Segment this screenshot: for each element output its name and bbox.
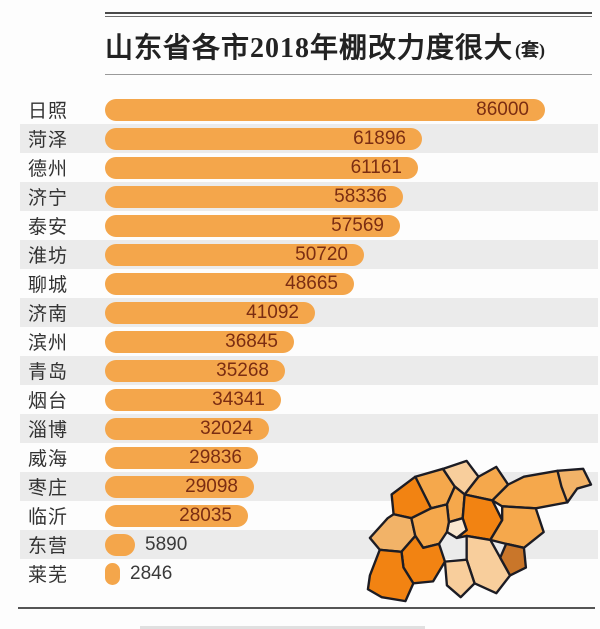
title-underline (105, 74, 592, 75)
chart-row: 泰安 57569 (20, 211, 598, 240)
bar-track: 58336 (105, 185, 598, 208)
value-bar: 35268 (105, 359, 285, 382)
bar-value: 86000 (476, 98, 529, 120)
chart-title-unit: (套) (515, 40, 545, 60)
bar-track: 29098 (105, 475, 598, 498)
map-district (443, 558, 476, 599)
value-bar: 48665 (105, 272, 354, 295)
top-double-rule-thin (105, 16, 592, 17)
value-bar: 41092 (105, 301, 315, 324)
bar-value: 57569 (331, 214, 384, 236)
chart-row: 菏泽 61896 (20, 124, 598, 153)
bar-value: 34341 (212, 388, 265, 410)
chart-row: 济宁 58336 (20, 182, 598, 211)
chart-row: 聊城 48665 (20, 269, 598, 298)
city-label: 临沂 (28, 507, 69, 528)
bar-value: 41092 (246, 301, 299, 323)
value-bar: 58336 (105, 185, 403, 208)
bottom-rule (18, 607, 595, 609)
chart-row: 威海 29836 (20, 443, 598, 472)
city-label: 枣庄 (28, 478, 69, 499)
bar-track: 61161 (105, 156, 598, 179)
map-district (556, 467, 593, 504)
city-label: 淮坊 (28, 246, 69, 267)
chart-row: 济南 41092 (20, 298, 598, 327)
chart-row: 莱芜 2846 (20, 559, 598, 588)
value-bar: 29098 (105, 475, 254, 498)
city-label: 聊城 (28, 275, 69, 296)
city-label: 滨州 (28, 333, 69, 354)
chart-row: 淮坊 50720 (20, 240, 598, 269)
city-label: 青岛 (28, 362, 69, 383)
bar-value: 35268 (216, 359, 269, 381)
value-bar: 57569 (105, 214, 400, 237)
bar-track: 86000 (105, 98, 598, 121)
value-bar: 32024 (105, 417, 269, 440)
bar-value: 58336 (334, 185, 387, 207)
chart-row: 青岛 35268 (20, 356, 598, 385)
chart-row: 德州 61161 (20, 153, 598, 182)
bar-value: 36845 (225, 330, 278, 352)
map-district (499, 542, 528, 577)
city-label: 济南 (28, 304, 69, 325)
bar-value: 28035 (179, 504, 232, 526)
bar-value: 48665 (285, 272, 338, 294)
city-label: 威海 (28, 449, 69, 470)
bar-track: 35268 (105, 359, 598, 382)
map-district (366, 548, 415, 603)
bar-track: 32024 (105, 417, 598, 440)
bar-track: 48665 (105, 272, 598, 295)
chart-row: 滨州 36845 (20, 327, 598, 356)
bar-track: 57569 (105, 214, 598, 237)
shandong-province-map (362, 458, 595, 608)
value-bar: 28035 (105, 504, 248, 527)
bar-track: 61896 (105, 127, 598, 150)
chart-row: 临沂 28035 (20, 501, 598, 530)
bar-chart: 日照 86000 菏泽 61896 德州 61161 济宁 58336 泰安 57569 淮坊 507… (20, 95, 598, 588)
bar-track: 5890 (105, 533, 598, 556)
bar-value: 61896 (353, 127, 406, 149)
bar-value: 29098 (185, 475, 238, 497)
chart-row: 日照 86000 (20, 95, 598, 124)
value-bar: 61161 (105, 156, 418, 179)
value-bar (105, 533, 135, 556)
bar-value: 2846 (130, 562, 173, 584)
bar-value: 50720 (295, 243, 348, 265)
bar-track: 2846 (105, 562, 598, 585)
value-bar: 61896 (105, 127, 422, 150)
value-bar: 34341 (105, 388, 281, 411)
value-bar: 86000 (105, 98, 545, 121)
chart-title: 山东省各市2018年棚改力度很大 (套) (60, 26, 590, 66)
bar-track: 28035 (105, 504, 598, 527)
city-label: 淄博 (28, 420, 69, 441)
city-label: 泰安 (28, 217, 69, 238)
city-label: 德州 (28, 159, 69, 180)
bar-value: 29836 (189, 446, 242, 468)
city-label: 烟台 (28, 391, 69, 412)
value-bar: 36845 (105, 330, 294, 353)
value-bar: 29836 (105, 446, 258, 469)
city-label: 菏泽 (28, 130, 69, 151)
bar-value: 5890 (145, 533, 188, 555)
chart-title-text: 山东省各市2018年棚改力度很大 (104, 33, 513, 64)
bottom-crop-artifact (140, 626, 425, 629)
value-bar (105, 562, 120, 585)
bar-track: 36845 (105, 330, 598, 353)
bar-track: 41092 (105, 301, 598, 324)
city-label: 东营 (28, 536, 69, 557)
bar-value: 32024 (200, 417, 253, 439)
bar-track: 50720 (105, 243, 598, 266)
bar-track: 34341 (105, 388, 598, 411)
city-label: 莱芜 (28, 565, 69, 586)
chart-row: 烟台 34341 (20, 385, 598, 414)
bar-value: 61161 (350, 156, 402, 178)
city-label: 济宁 (28, 188, 69, 209)
value-bar: 50720 (105, 243, 364, 266)
chart-row: 淄博 32024 (20, 414, 598, 443)
bar-track: 29836 (105, 446, 598, 469)
city-label: 日照 (28, 101, 69, 122)
top-double-rule-thick (105, 12, 592, 14)
